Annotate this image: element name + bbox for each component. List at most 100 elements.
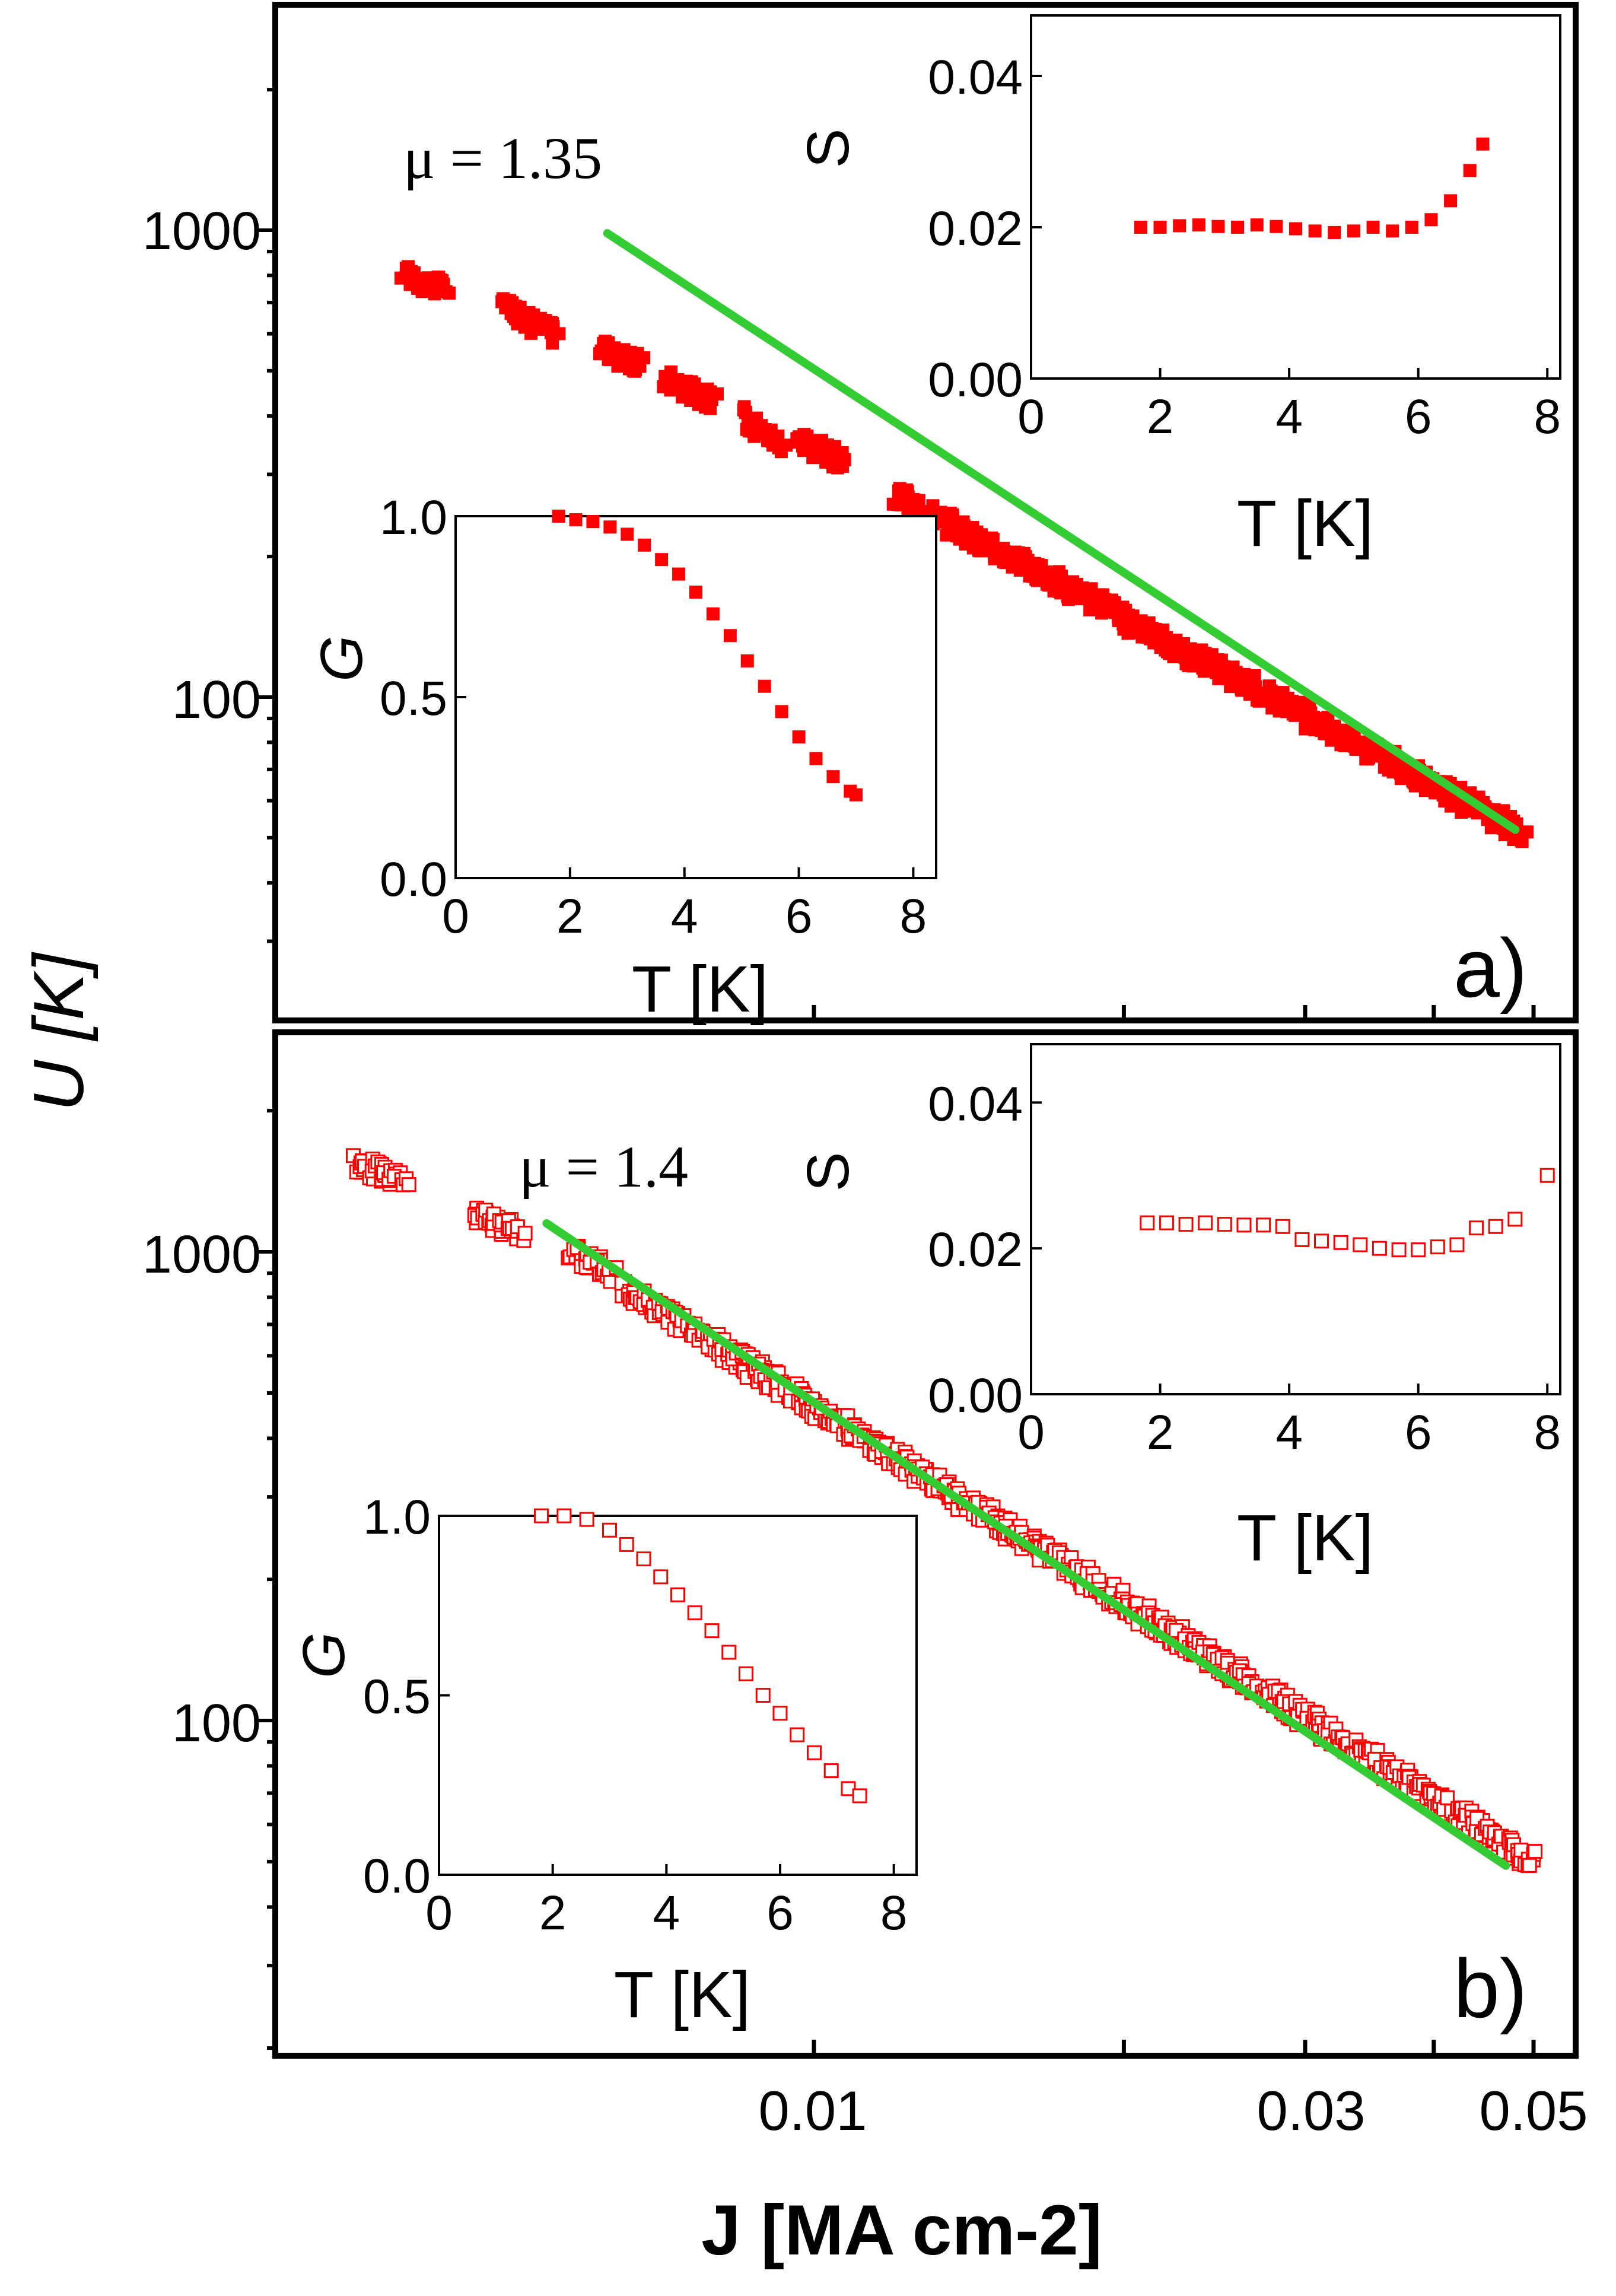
inset-x-tick-label: 4 [653,1886,680,1940]
inset-data-point [1236,1217,1252,1233]
y-axis-label: U [K] [19,952,98,1111]
inset-x-tick-label: 8 [880,1886,908,1940]
data-point [552,327,566,341]
inset-data-point [1217,1217,1232,1232]
data-point [1259,686,1273,700]
data-point [1528,1844,1543,1859]
fit-line [603,229,1520,834]
inset-data-point [772,1706,788,1721]
inset-data-point [850,788,863,802]
inset-data-point [1507,1211,1523,1227]
inset-data-point [706,607,720,621]
axis-ticks [257,1109,1536,2053]
inset-data-point [1444,194,1458,208]
data-point [435,274,449,288]
inset-data-point [1198,1215,1213,1230]
inset-data-point [758,679,771,693]
inset-data-point [586,515,600,529]
inset-data-point [1294,1232,1310,1247]
inset-x-tick-label: 0 [442,889,469,943]
panel-label: b) [1453,1942,1527,2035]
inset-frame [454,515,937,879]
inset-data-point [1270,220,1283,233]
inset-y-label: G [308,635,375,682]
inset-y-tick-label: 0.04 [928,50,1023,104]
inset-x-tick-label: 4 [671,889,698,943]
inset-y-tick-label: 0.02 [928,202,1023,256]
inset-x-tick-label: 8 [1534,1405,1561,1459]
inset-frame [438,1515,918,1876]
inset-data-point [1231,221,1245,234]
inset-data-point [1289,222,1302,236]
data-point [439,285,453,298]
data-point [633,352,647,365]
inset-y-tick-label: 1.0 [363,1490,431,1544]
inset-g-b: 0 2 4 6 8 0.0 0.5 1.0 G T [K] [291,1490,918,2031]
data-point [780,438,793,452]
inset-data-point [1159,1215,1174,1230]
inset-data-point [1192,218,1205,232]
inset-data-point [1386,224,1399,238]
inset-x-tick-label: 2 [556,889,584,943]
x-tick-label: 0.03 [1257,2079,1366,2142]
inset-x-tick-label: 0 [425,1886,453,1940]
inset-x-label: T [K] [1237,1502,1373,1575]
inset-data-point [1333,1235,1348,1250]
inset-data-point [1411,1242,1426,1258]
inset-data-point [602,1522,617,1538]
inset-content: 0 2 4 6 8 0.00 0.02 0.04 [928,50,1561,444]
y-tick-label: 1000 [142,202,261,261]
inset-data-point [755,1688,771,1703]
inset-x-tick-label: 0 [1017,1405,1045,1459]
inset-data-point [1275,1219,1290,1234]
inset-data-point [534,1508,549,1524]
inset-data-point [1308,224,1322,238]
inset-data-point [1391,1242,1407,1258]
inset-x-tick-label: 6 [1405,1405,1432,1459]
inset-y-tick-label: 0.00 [928,353,1023,407]
axis-ticks [257,88,1536,1018]
inset-data-point [852,1788,867,1804]
inset-data-point [1250,218,1264,232]
inset-s-a: 0 2 4 6 8 0.00 0.02 0.04 S T [K] [795,14,1561,560]
y-tick-label: 100 [172,1694,261,1753]
panel-b: 1000 100 μ = 1.4 b) 0 2 4 6 8 0.00 0.02 0.04 S … [142,1043,1561,2053]
inset-data-point [792,730,806,744]
inset-data-point [636,1551,651,1567]
inset-y-tick-label: 0.00 [928,1369,1023,1423]
inset-x-tick-label: 8 [900,889,927,943]
inset-data-point [1372,1241,1387,1256]
inset-data-point [723,629,737,643]
y-tick-label: 100 [172,670,261,730]
inset-y-label: S [795,1152,861,1192]
data-point [1247,677,1261,691]
inset-data-point [739,1666,753,1681]
inset-data-point [1347,224,1360,238]
panel-label: a) [1453,921,1527,1015]
inset-data-point [1140,1215,1155,1230]
inset-x-tick-label: 2 [1147,390,1174,444]
inset-data-point [1366,221,1380,234]
inset-x-label: T [K] [632,953,768,1026]
x-tick-label: 0.01 [759,2079,867,2142]
inset-data-point [826,770,840,784]
x-tick-label: 0.05 [1480,2079,1588,2142]
inset-content: 0 2 4 6 8 0.0 0.5 1.0 [363,1490,907,1940]
data-point [401,1177,416,1192]
inset-data-point [672,567,686,581]
fit-label: μ = 1.4 [519,1134,688,1200]
inset-data-point [823,1763,839,1779]
inset-content: 0 2 4 6 8 0.00 0.02 0.04 [928,1077,1561,1459]
data-point [704,385,717,399]
inset-y-label: G [291,1632,357,1678]
inset-data-point [1353,1237,1368,1252]
inset-x-tick-label: 4 [1275,390,1303,444]
inset-data-point [670,1587,685,1602]
inset-x-tick-label: 2 [539,1886,567,1940]
inset-data-point [579,1512,594,1527]
inset-data-point [790,1727,805,1742]
inset-data-point [1153,221,1167,234]
data-point [517,1226,533,1241]
inset-y-tick-label: 0.0 [380,853,447,907]
